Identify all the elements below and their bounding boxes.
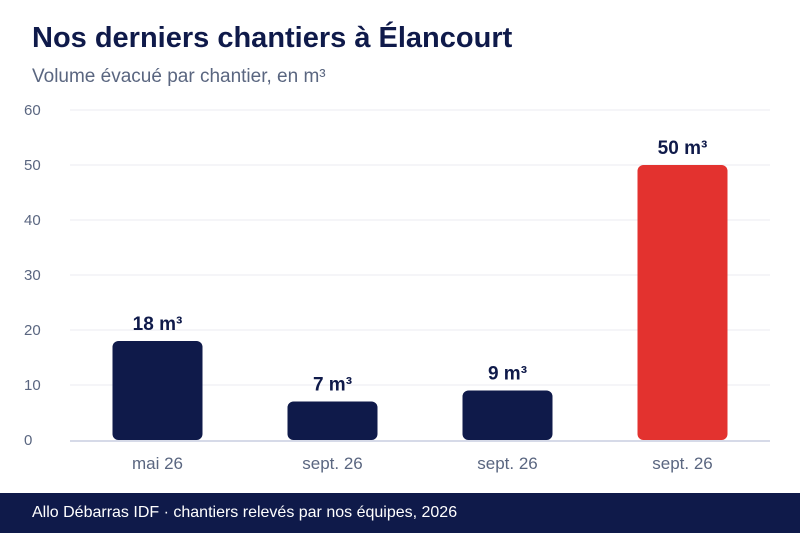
bar-chart: 0 10 20 30 40 50 60 18 m³ mai 26 7 m³ sept. 26 9 m³… bbox=[24, 102, 770, 473]
y-tick-label: 50 bbox=[24, 157, 41, 174]
y-tick-label: 0 bbox=[24, 432, 32, 449]
bar-value-label: 50 m³ bbox=[658, 138, 708, 159]
bar bbox=[287, 401, 378, 440]
chart-title: Nos derniers chantiers à Élancourt bbox=[32, 22, 513, 54]
y-tick-label: 10 bbox=[24, 377, 41, 394]
bar bbox=[637, 165, 728, 440]
x-tick-label: sept. 26 bbox=[652, 454, 713, 473]
y-tick-label: 40 bbox=[24, 212, 41, 229]
y-tick-label: 60 bbox=[24, 102, 41, 119]
y-tick-label: 20 bbox=[24, 322, 41, 339]
bar bbox=[112, 341, 203, 440]
bar bbox=[462, 390, 553, 440]
bar-value-label: 18 m³ bbox=[133, 314, 183, 335]
bar-value-label: 7 m³ bbox=[313, 375, 352, 396]
label-layer: 0 10 20 30 40 50 60 18 m³ mai 26 7 m³ sept. 26 9 m³… bbox=[24, 102, 713, 473]
footer-text: Allo Débarras IDF · chantiers relevés pa… bbox=[32, 504, 458, 521]
footer-bar: Allo Débarras IDF · chantiers relevés pa… bbox=[0, 493, 800, 533]
y-tick-label: 30 bbox=[24, 267, 41, 284]
chart-subtitle: Volume évacué par chantier, en m³ bbox=[32, 66, 326, 87]
x-tick-label: mai 26 bbox=[132, 454, 183, 473]
x-tick-label: sept. 26 bbox=[477, 454, 538, 473]
bar-value-label: 9 m³ bbox=[488, 364, 527, 385]
x-tick-label: sept. 26 bbox=[302, 454, 363, 473]
bar-layer bbox=[112, 165, 728, 440]
